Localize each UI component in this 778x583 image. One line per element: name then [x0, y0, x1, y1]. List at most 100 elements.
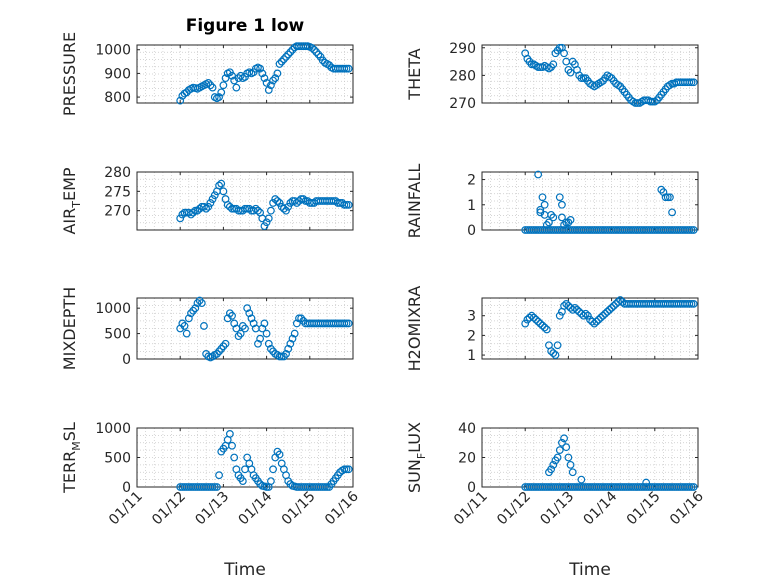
- data-point: [213, 483, 221, 491]
- data-point: [687, 226, 696, 234]
- data-point: [178, 319, 187, 328]
- y-tick-label: 40: [458, 421, 476, 437]
- y-tick-label: 500: [104, 327, 131, 343]
- data-point: [568, 468, 577, 477]
- x-tick-label: 01/12: [149, 489, 189, 529]
- data-point: [215, 347, 223, 356]
- data-point: [215, 471, 223, 480]
- data-point: [555, 193, 564, 202]
- data-point: [342, 64, 351, 73]
- data-point: [284, 344, 293, 353]
- data-point: [558, 200, 566, 209]
- data-point: [340, 319, 349, 328]
- x-tick-label: 01/15: [624, 489, 664, 529]
- data-point: [279, 55, 288, 64]
- data-point: [321, 483, 329, 491]
- data-point: [534, 317, 543, 326]
- data-point: [687, 300, 696, 308]
- data-point: [223, 200, 232, 209]
- y-tick-label: 1000: [95, 301, 131, 317]
- data-point: [607, 303, 616, 312]
- data-point: [269, 76, 277, 85]
- x-tick-label: 01/16: [322, 488, 362, 528]
- series-markers: [176, 296, 353, 362]
- series-markers: [521, 296, 698, 359]
- x-tick-label: 01/12: [494, 489, 534, 529]
- data-point: [273, 197, 282, 205]
- series-markers: [521, 43, 698, 107]
- data-point: [663, 193, 672, 202]
- data-point: [549, 213, 558, 222]
- data-point: [566, 68, 575, 77]
- y-tick-label: 20: [458, 451, 476, 467]
- data-point: [200, 202, 208, 211]
- subplot-pressure: 800 900 1000 PRESSURE: [60, 32, 354, 116]
- data-point: [232, 324, 241, 333]
- data-point: [286, 48, 295, 57]
- data-point: [292, 199, 301, 207]
- data-point: [562, 218, 571, 227]
- data-point: [236, 329, 245, 338]
- data-point: [292, 319, 301, 328]
- data-point: [583, 311, 592, 320]
- data-point: [562, 300, 571, 308]
- data-point: [340, 64, 349, 73]
- data-point: [310, 45, 319, 54]
- data-point: [295, 314, 303, 323]
- data-point: [299, 195, 308, 203]
- data-point: [238, 322, 247, 330]
- data-point: [573, 305, 581, 314]
- data-point: [275, 60, 284, 68]
- data-point: [299, 316, 308, 325]
- data-point: [254, 339, 262, 348]
- data-point: [529, 313, 538, 322]
- data-point: [195, 296, 204, 305]
- y-tick-label: 270: [104, 204, 131, 220]
- data-point: [264, 86, 273, 94]
- data-point: [267, 344, 275, 353]
- y-axis-label: SUNFLUX: [405, 422, 428, 493]
- data-point: [601, 309, 610, 318]
- data-point: [605, 305, 614, 314]
- data-point: [560, 49, 568, 58]
- data-point: [204, 78, 213, 87]
- data-point: [551, 351, 560, 359]
- data-point: [223, 314, 232, 323]
- data-point: [685, 78, 694, 87]
- y-tick-label: 275: [104, 184, 131, 200]
- data-point: [616, 296, 625, 304]
- y-tick-label: 1000: [95, 421, 131, 437]
- data-point: [232, 83, 241, 92]
- data-point: [342, 200, 351, 209]
- data-point: [286, 339, 295, 348]
- data-point: [204, 202, 213, 211]
- y-tick-label: 3: [467, 309, 476, 325]
- data-point: [286, 480, 295, 488]
- data-point: [549, 460, 558, 469]
- data-point: [225, 430, 234, 438]
- data-point: [564, 218, 573, 227]
- data-point: [596, 313, 605, 322]
- data-point: [193, 299, 202, 307]
- data-point: [273, 69, 282, 78]
- data-point: [581, 309, 590, 318]
- y-axis-label: AIRTEMP: [60, 167, 83, 234]
- data-point: [191, 304, 200, 313]
- data-point: [633, 99, 642, 107]
- data-point: [685, 226, 694, 234]
- data-point: [241, 324, 249, 333]
- data-point: [282, 52, 290, 61]
- data-point: [344, 465, 353, 474]
- data-point: [553, 453, 562, 462]
- data-point: [560, 221, 568, 229]
- y-axis-label: PRESSURE: [60, 32, 79, 116]
- x-tick-label: 01/14: [236, 488, 276, 528]
- y-axis-label: RAINFALL: [405, 164, 424, 239]
- data-point: [599, 311, 607, 320]
- data-point: [208, 483, 217, 491]
- data-point: [282, 350, 290, 358]
- data-point: [558, 438, 566, 447]
- data-point: [219, 342, 228, 351]
